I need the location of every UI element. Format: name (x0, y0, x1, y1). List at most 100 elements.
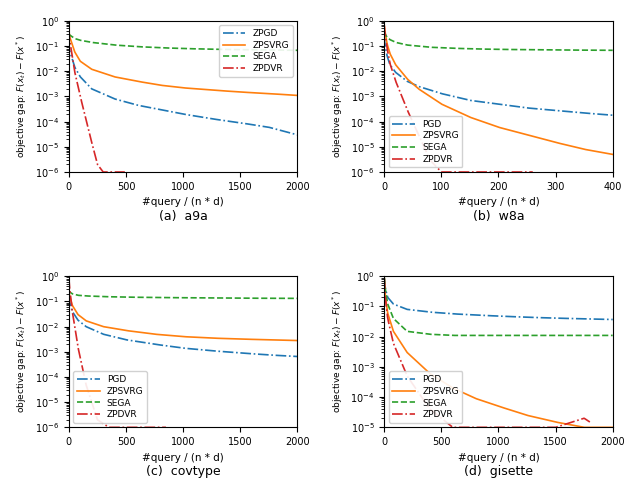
ZPSVRG (504, 406, 512, 412)
SEGA (201, 295, 209, 301)
ZPGD (293, 132, 301, 138)
ZPDVR (92, 154, 99, 160)
ZPSVRG (173, 333, 181, 339)
ZPDVR (65, 26, 73, 32)
Line: SEGA: SEGA (384, 31, 612, 50)
Line: ZPSVRG: ZPSVRG (69, 289, 297, 340)
PGD (516, 104, 524, 110)
ZPDVR (111, 169, 118, 175)
X-axis label: #query / (n * d): #query / (n * d) (458, 453, 540, 463)
Line: ZPSVRG: ZPSVRG (384, 278, 612, 427)
ZPDVR (529, 169, 536, 175)
ZPDVR (525, 169, 533, 175)
ZPSVRG (568, 143, 575, 149)
Line: ZPDVR: ZPDVR (69, 29, 125, 172)
ZPSVRG (380, 275, 388, 281)
ZPSVRG (490, 402, 498, 408)
ZPDVR (480, 424, 488, 430)
ZPSVRG (288, 337, 296, 343)
Line: PGD: PGD (384, 278, 612, 319)
PGD (173, 344, 181, 350)
SEGA (489, 46, 497, 52)
ZPSVRG (504, 127, 512, 133)
Line: PGD: PGD (384, 36, 612, 115)
ZPSVRG (516, 130, 524, 136)
ZPSVRG (380, 22, 388, 28)
Text: (d)  gisette: (d) gisette (464, 465, 533, 478)
SEGA (293, 295, 301, 301)
ZPDVR (105, 424, 113, 430)
ZPSVRG (175, 333, 182, 339)
SEGA (288, 47, 296, 53)
ZPSVRG (189, 334, 196, 340)
PGD (380, 33, 388, 39)
SEGA (65, 287, 73, 293)
SEGA (568, 47, 575, 53)
ZPDVR (160, 424, 168, 430)
Y-axis label: objective gap: $F(x_t) - F(x^*)$: objective gap: $F(x_t) - F(x^*)$ (330, 35, 345, 158)
SEGA (252, 47, 260, 53)
ZPSVRG (580, 424, 588, 430)
SEGA (568, 332, 576, 338)
ZPDVR (452, 169, 460, 175)
SEGA (449, 332, 457, 338)
ZPDVR (503, 424, 511, 430)
Line: ZPDVR: ZPDVR (384, 25, 532, 172)
ZPDVR (492, 424, 500, 430)
ZPSVRG (609, 424, 616, 430)
ZPSVRG (189, 85, 196, 91)
ZPDVR (438, 169, 445, 175)
SEGA (490, 46, 498, 52)
ZPSVRG (293, 337, 301, 343)
ZPDVR (95, 164, 103, 170)
Line: ZPSVRG: ZPSVRG (384, 25, 612, 154)
PGD (201, 347, 209, 353)
ZPDVR (99, 168, 106, 174)
ZPSVRG (489, 122, 497, 128)
SEGA (189, 46, 196, 52)
X-axis label: #query / (n * d): #query / (n * d) (142, 197, 224, 207)
Line: ZPDVR: ZPDVR (69, 278, 166, 427)
ZPGD (252, 122, 260, 128)
SEGA (516, 46, 524, 52)
ZPSVRG (568, 422, 575, 428)
PGD (504, 102, 512, 108)
SEGA (609, 47, 616, 53)
PGD (490, 100, 498, 106)
X-axis label: #query / (n * d): #query / (n * d) (142, 453, 224, 463)
ZPDVR (65, 275, 73, 281)
SEGA (380, 274, 388, 280)
ZPDVR (111, 424, 119, 430)
ZPSVRG (604, 150, 611, 156)
PGD (293, 353, 301, 359)
ZPSVRG (604, 424, 611, 430)
Line: PGD: PGD (69, 295, 297, 356)
ZPDVR (502, 169, 510, 175)
ZPDVR (121, 169, 129, 175)
PGD (175, 344, 182, 350)
PGD (604, 112, 611, 118)
ZPGD (201, 115, 209, 121)
Line: SEGA: SEGA (69, 290, 297, 298)
ZPDVR (586, 419, 594, 425)
Legend: PGD, ZPSVRG, SEGA, ZPDVR: PGD, ZPSVRG, SEGA, ZPDVR (389, 371, 463, 423)
ZPSVRG (490, 123, 498, 129)
SEGA (173, 45, 181, 51)
ZPSVRG (173, 84, 181, 90)
SEGA (173, 295, 181, 301)
ZPDVR (380, 22, 388, 28)
ZPDVR (449, 424, 457, 430)
SEGA (288, 295, 296, 301)
ZPDVR (461, 169, 468, 175)
ZPDVR (123, 424, 131, 430)
ZPDVR (112, 424, 120, 430)
SEGA (380, 28, 388, 34)
ZPSVRG (65, 286, 73, 292)
PGD (609, 112, 616, 118)
PGD (288, 353, 296, 359)
ZPDVR (145, 424, 152, 430)
PGD (189, 346, 196, 352)
PGD (489, 313, 497, 319)
Legend: PGD, ZPSVRG, SEGA, ZPDVR: PGD, ZPSVRG, SEGA, ZPDVR (389, 116, 463, 168)
SEGA (604, 47, 611, 53)
